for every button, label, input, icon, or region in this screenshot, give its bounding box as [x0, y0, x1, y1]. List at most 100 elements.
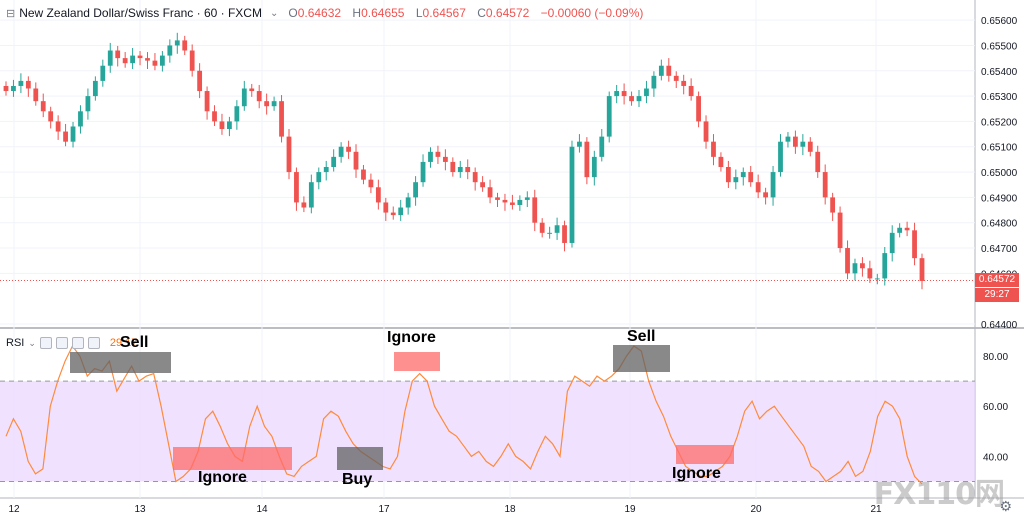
price-tick-label: 0.64400	[981, 320, 1018, 331]
candle-body	[353, 151, 359, 170]
candle-body	[174, 40, 180, 46]
annotation-sell-1: Sell	[120, 334, 149, 351]
candle-body	[122, 58, 128, 64]
candle-body	[383, 202, 389, 213]
last-price-tag: 0.64572	[975, 273, 1019, 287]
candle-body	[629, 96, 634, 102]
candle-body	[688, 85, 694, 97]
candle-body	[92, 80, 98, 97]
candle-body	[651, 75, 657, 89]
candle-body	[189, 50, 195, 71]
ignore-box-3	[676, 445, 734, 464]
buy-box	[337, 447, 383, 470]
candle-body	[867, 268, 873, 279]
rsi-band	[0, 381, 975, 482]
candle-body	[763, 192, 769, 198]
sell-box-2	[613, 345, 670, 372]
candle-body	[457, 167, 463, 173]
candle-body	[182, 40, 188, 51]
rsi-label[interactable]: RSI	[6, 337, 25, 349]
candle-body	[167, 45, 173, 56]
candle-body	[815, 151, 821, 173]
candle-body	[644, 88, 649, 97]
candle-body	[249, 88, 255, 92]
candle-body	[696, 96, 701, 122]
gear-icon[interactable]	[55, 337, 68, 349]
candle-body	[800, 141, 806, 147]
chevron-down-icon[interactable]: ⌄	[269, 7, 279, 19]
symbol-title[interactable]: New Zealand Dollar/Swiss Franc · 60 · FX…	[19, 6, 262, 20]
candle-body	[40, 101, 46, 112]
time-tick-label: 17	[378, 504, 390, 515]
annotation-sell-2: Sell	[627, 328, 656, 345]
candle-body	[152, 60, 158, 66]
candle-body	[442, 156, 448, 162]
time-tick-label: 12	[8, 504, 20, 515]
candle-body	[480, 182, 486, 188]
close-icon[interactable]	[71, 337, 84, 349]
countdown-tag: 29:27	[975, 288, 1019, 302]
candle-body	[234, 106, 240, 122]
candle-body	[919, 258, 925, 281]
more-icon[interactable]	[87, 337, 100, 349]
candle-body	[294, 172, 299, 203]
candle-body	[524, 197, 530, 200]
candle-body	[897, 227, 903, 233]
candle-body	[547, 232, 553, 234]
candle-body	[599, 136, 605, 157]
eye-icon[interactable]	[39, 337, 52, 349]
candle-body	[375, 187, 381, 203]
candle-body	[256, 91, 262, 102]
rsi-tick-label: 40.00	[983, 452, 1008, 463]
candle-body	[301, 202, 307, 208]
candle-body	[361, 169, 366, 180]
candle-body	[495, 197, 500, 200]
change-value: −0.00060 (−0.09%)	[540, 6, 644, 20]
low-value: 0.64567	[422, 6, 466, 20]
candle-body	[323, 167, 329, 173]
candle-body	[502, 199, 508, 203]
candle-body	[539, 222, 545, 233]
candle-body	[55, 121, 61, 132]
candle-body	[733, 177, 739, 183]
candle-body	[614, 91, 620, 97]
candle-body	[107, 50, 113, 66]
candle-body	[33, 88, 39, 102]
candle-body	[100, 65, 106, 81]
candle-body	[703, 121, 709, 142]
candle-body	[725, 167, 731, 183]
annotation-ignore-1: Ignore	[198, 469, 247, 486]
candle-body	[517, 199, 523, 205]
settings-gear-icon[interactable]: ⚙	[999, 498, 1012, 514]
price-tick-label: 0.65500	[981, 41, 1018, 52]
rsi-tick-label: 60.00	[983, 402, 1008, 413]
candle-body	[830, 197, 836, 213]
candle-body	[159, 55, 165, 66]
collapse-icon[interactable]: ⊟	[6, 7, 16, 20]
candle-body	[227, 121, 232, 130]
candle-body	[792, 136, 798, 147]
candle-body	[390, 212, 396, 216]
candle-body	[860, 263, 865, 269]
candle-body	[48, 111, 54, 122]
candle-body	[420, 161, 426, 183]
candle-body	[606, 96, 612, 137]
candle-body	[212, 111, 217, 122]
time-tick-label: 14	[256, 504, 268, 515]
candle-body	[11, 85, 16, 92]
candle-body	[271, 101, 277, 107]
watermark: FX110网	[873, 477, 1005, 512]
high-value: 0.64655	[361, 6, 405, 20]
candle-body	[465, 167, 471, 173]
candle-body	[874, 278, 880, 280]
ignore-box-1	[173, 447, 292, 470]
chevron-down-icon[interactable]: ⌄	[28, 337, 36, 348]
ohlc-values: O0.64632 H0.64655 L0.64567 C0.64572 −0.0…	[288, 6, 644, 20]
candle-body	[264, 101, 270, 107]
candle-body	[510, 202, 515, 205]
candle-body	[398, 207, 404, 216]
candle-body	[770, 172, 776, 198]
candle-body	[591, 156, 597, 178]
time-tick-label: 18	[504, 504, 516, 515]
candle-body	[621, 91, 627, 97]
